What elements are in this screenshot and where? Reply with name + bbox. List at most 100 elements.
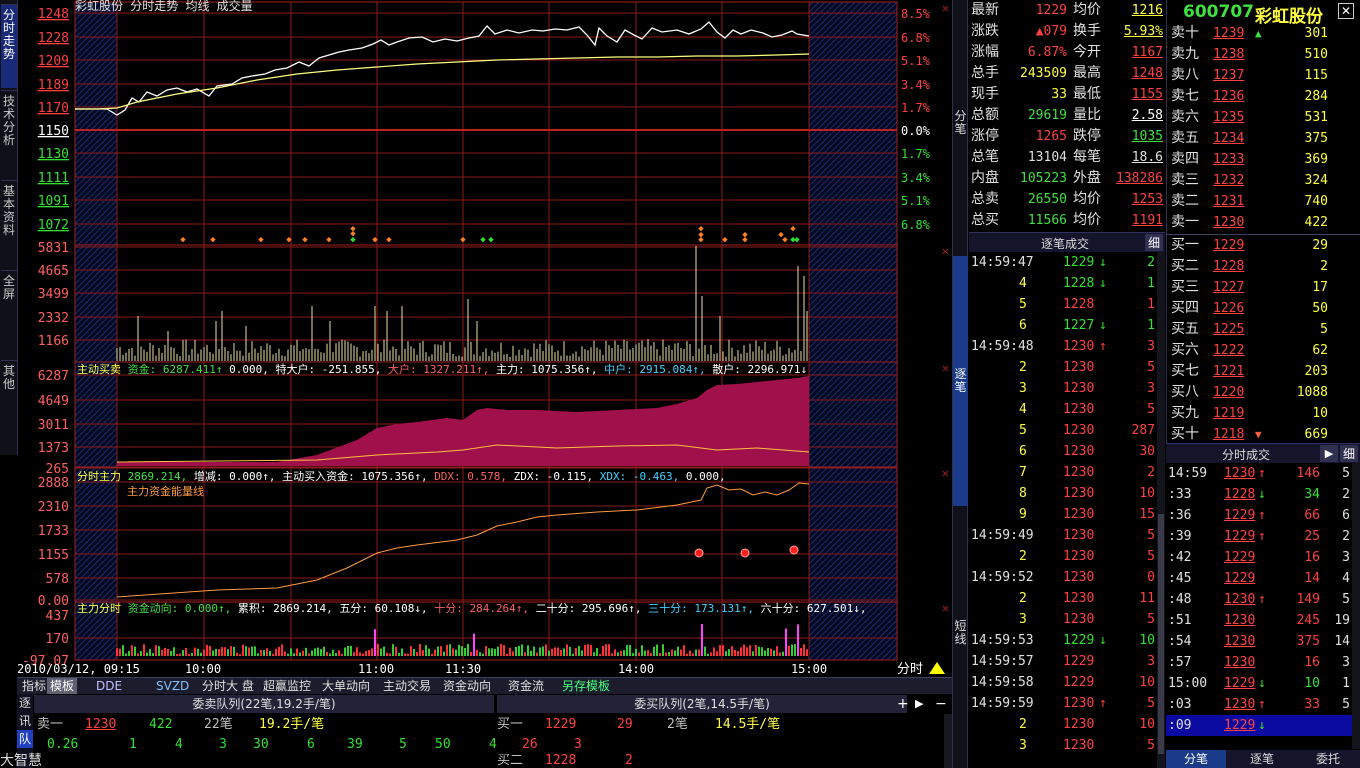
quote-row: 涨停 1265 跌停 1035: [969, 126, 1165, 147]
time-trade-row: 15:00 1229 ↓ 10 1: [1166, 673, 1352, 694]
trade-time: :48: [1168, 592, 1192, 607]
tick-time: 9: [1019, 507, 1027, 522]
tab-bottom-tick[interactable]: 分笔: [1166, 750, 1226, 768]
time-share-chart[interactable]: ✕ ✕ ✕ ✕ ✕ 1248 8.5% 1228 6.8% 1209 5.1% 1189 3.4% 117…: [17, 0, 953, 678]
tab-by-trade[interactable]: 逐笔: [953, 256, 968, 506]
sell-row-count: 22笔: [204, 717, 233, 732]
tab-short-term[interactable]: 短线: [954, 619, 967, 646]
queue-side-tab-2[interactable]: 讯: [18, 714, 31, 728]
buy-level-row: 买二 1228 2: [1167, 256, 1360, 277]
tab-technical-analysis[interactable]: 技术分析: [1, 90, 17, 176]
warning-icon[interactable]: [929, 662, 945, 674]
tab-time-share[interactable]: 分时走势: [1, 4, 17, 88]
signal-marker: ◆: [742, 230, 748, 240]
trade-time: :45: [1168, 571, 1192, 586]
tick-time: 7: [1019, 465, 1027, 480]
signal-marker: ◆: [698, 224, 704, 234]
tab-dde[interactable]: DDE: [96, 679, 123, 693]
tick-price: 1230: [1063, 717, 1095, 732]
arrow-up-icon: ↑: [1099, 339, 1107, 354]
main-force-tick-label: 1733: [38, 524, 69, 539]
queue-scrollbar[interactable]: [944, 714, 952, 768]
play-icon[interactable]: ▶: [915, 697, 924, 710]
trade-price: 1230: [1224, 697, 1256, 712]
arrow-down-icon: ↓: [1099, 255, 1107, 270]
time-share-button[interactable]: 分时: [897, 662, 923, 677]
sell-detail-value: 3: [219, 737, 227, 752]
tick-volume: 5: [1147, 612, 1155, 627]
signal-marker: ◆: [180, 235, 186, 245]
pre-market-zone: [75, 602, 117, 660]
tick-volume: 0: [1147, 570, 1155, 585]
close-icon[interactable]: ✕: [942, 601, 949, 615]
tab-fund-direction[interactable]: 资金动向: [443, 679, 492, 693]
price-tick-label: 1072: [38, 218, 69, 233]
order-volume: 422: [1304, 215, 1328, 230]
time-trade-row: :09 1229 ↓: [1166, 715, 1352, 736]
sell-level-row: 卖三 1232 324: [1167, 170, 1360, 191]
time-detail-button[interactable]: 细: [1340, 445, 1358, 462]
tab-other[interactable]: 其他: [1, 360, 17, 450]
tab-fund-flow[interactable]: 资金流: [508, 679, 545, 693]
tab-big-order[interactable]: 大单动向: [322, 679, 371, 693]
order-volume: 115: [1304, 68, 1328, 83]
tab-active-trade[interactable]: 主动交易: [383, 679, 432, 693]
play-icon[interactable]: ▶: [1320, 445, 1338, 462]
tick-trade-row: 3 1230 5: [969, 735, 1157, 756]
queue-side-tab-1[interactable]: 逐: [18, 696, 31, 710]
tab-fullscreen[interactable]: 全屏: [1, 270, 17, 356]
tab-bottom-orders[interactable]: 委托: [1315, 752, 1340, 766]
tab-save-template[interactable]: 另存模板: [562, 679, 611, 693]
active-buy-tick-label: 1373: [38, 441, 69, 456]
tab-indicator[interactable]: 指标: [22, 679, 47, 693]
retail-line: [116, 444, 810, 463]
quote-label: 总买: [971, 212, 999, 228]
order-price: 1222: [1213, 343, 1245, 358]
order-price: 1228: [1213, 259, 1245, 274]
tab-time-share-market[interactable]: 分时大 盘: [202, 679, 254, 693]
volume-tick-label: 3499: [38, 287, 69, 302]
quote-row: 总买 11566 均价 1191: [969, 210, 1165, 231]
plus-icon[interactable]: +: [897, 696, 909, 712]
active-buy-tick-label: 4649: [38, 394, 69, 409]
tick-trades-header: 逐笔成交 细: [969, 232, 1165, 252]
app-brand: 大智慧: [0, 753, 42, 768]
fund-panel-border: [74, 601, 898, 661]
tab-svzd[interactable]: SVZD: [156, 679, 190, 693]
trade-volume: 33: [1304, 697, 1320, 712]
queue-side-tab-3[interactable]: 队: [17, 730, 33, 748]
tick-scrollbar[interactable]: [1157, 252, 1165, 768]
tab-super-monitor[interactable]: 超赢监控: [263, 679, 312, 693]
volume-panel-border: [74, 244, 898, 363]
close-icon[interactable]: ✕: [942, 1, 949, 15]
tick-detail-button[interactable]: 细: [1145, 234, 1163, 251]
signal-marker: ◆: [790, 235, 796, 245]
tab-fundamentals[interactable]: 基本资料: [1, 180, 17, 266]
quote-label: 现手: [971, 86, 999, 102]
tick-time: 2: [1019, 360, 1027, 375]
quote-value: 5.93%: [1123, 24, 1163, 39]
close-icon[interactable]: ✕: [942, 244, 949, 258]
sell-queue-details: 0.26 1 4 3 30 6 39 5 50 4: [47, 735, 497, 754]
close-icon[interactable]: ✕: [942, 361, 949, 375]
sell-detail-value: 0.26: [47, 737, 79, 752]
time-scrollbar[interactable]: [1352, 463, 1360, 749]
signal-marker: ◆: [302, 235, 308, 245]
signal-marker: ◆: [350, 224, 356, 234]
post-market-zone: [809, 467, 897, 602]
close-icon[interactable]: ✕: [1338, 3, 1354, 19]
price-tick-label: 1111: [38, 171, 69, 186]
main-force-subtitle: 主力资金能量线: [127, 484, 204, 498]
tick-volume: 1: [1147, 297, 1155, 312]
quote-row: 总笔 13104 每笔 18.6: [969, 147, 1165, 168]
stock-code: 600707: [1183, 2, 1254, 22]
time-trades-header: 分时成交 ▶ 细: [1166, 443, 1360, 463]
tab-template[interactable]: 模板: [47, 678, 78, 694]
tab-tick[interactable]: 分笔: [954, 109, 967, 136]
sell-level-row: 卖六 1235 531: [1167, 107, 1360, 128]
minus-icon[interactable]: −: [935, 696, 947, 712]
buy-level-row: 买十 1218 ▼ 669: [1167, 424, 1360, 445]
trade-price: 1229: [1224, 550, 1256, 565]
tab-bottom-by-trade[interactable]: 逐笔: [1249, 752, 1274, 766]
close-icon[interactable]: ✕: [942, 466, 949, 480]
